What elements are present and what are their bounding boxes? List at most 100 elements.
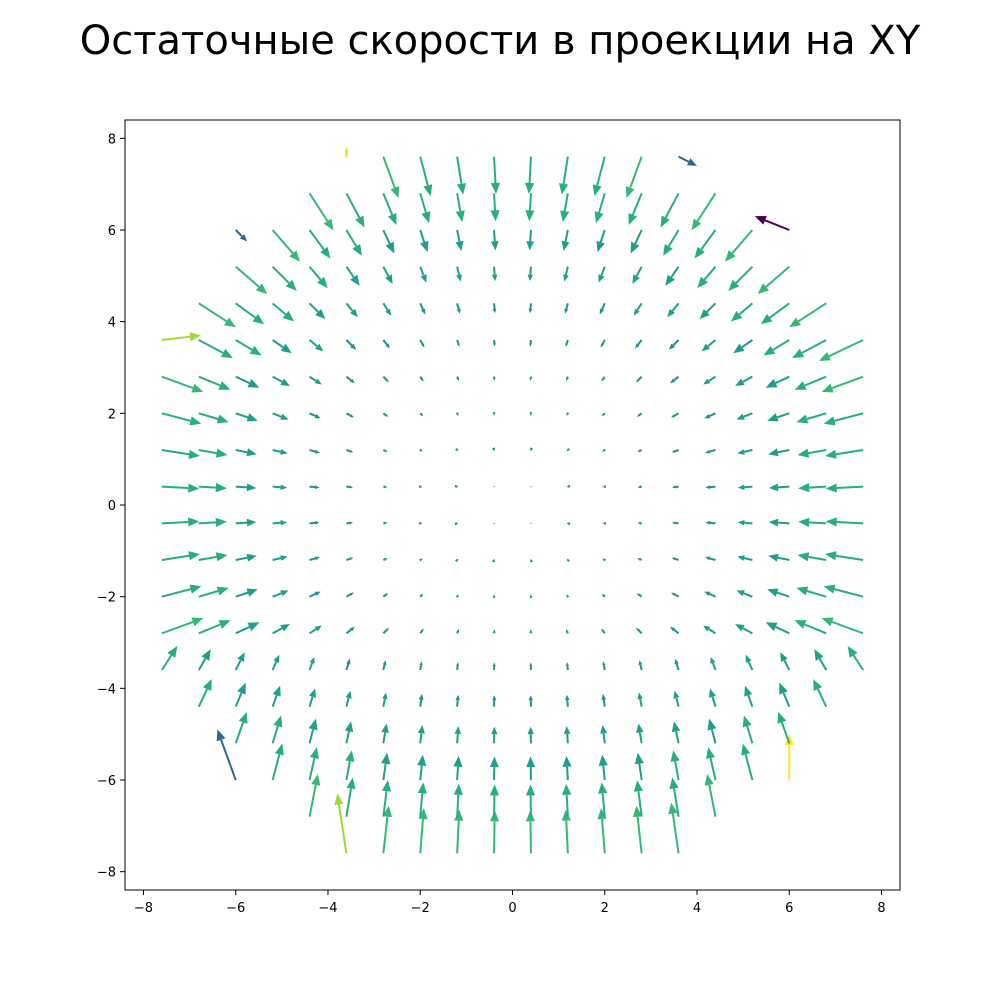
velocity-arrow xyxy=(234,682,246,708)
velocity-arrow xyxy=(490,229,499,251)
x-tick-label: 0 xyxy=(508,901,516,916)
velocity-arrow xyxy=(529,594,533,598)
velocity-arrow xyxy=(797,552,827,562)
velocity-arrow xyxy=(419,229,429,253)
velocity-arrow xyxy=(637,558,643,561)
velocity-arrow xyxy=(308,302,326,320)
velocity-arrow xyxy=(792,339,827,359)
velocity-arrow xyxy=(601,376,606,382)
velocity-arrow xyxy=(565,628,569,634)
velocity-arrow xyxy=(670,375,680,384)
velocity-arrow xyxy=(234,652,245,671)
velocity-arrow xyxy=(456,628,460,634)
velocity-arrow xyxy=(768,518,790,527)
velocity-arrow xyxy=(794,375,827,390)
velocity-arrow xyxy=(638,660,643,671)
velocity-arrow xyxy=(566,558,571,563)
velocity-arrow xyxy=(271,743,284,781)
velocity-arrow xyxy=(345,192,365,228)
velocity-arrow xyxy=(493,522,495,524)
velocity-arrow xyxy=(198,620,231,635)
velocity-arrow xyxy=(768,553,790,562)
x-tick-label: −4 xyxy=(318,901,337,916)
velocity-arrow xyxy=(492,594,496,598)
velocity-arrow xyxy=(601,628,606,634)
velocity-arrow xyxy=(670,626,680,635)
velocity-arrow xyxy=(823,412,864,426)
velocity-arrow xyxy=(600,339,606,348)
velocity-arrow xyxy=(697,266,717,289)
velocity-arrow xyxy=(526,229,535,251)
velocity-arrow xyxy=(492,695,497,707)
velocity-arrow xyxy=(308,625,322,635)
velocity-arrow xyxy=(704,774,717,817)
x-axis: −8 −6 −4 −2 0 2 4 6 8 xyxy=(134,890,886,916)
velocity-arrow xyxy=(492,662,496,671)
velocity-arrow xyxy=(345,302,358,318)
velocity-arrow xyxy=(794,620,827,635)
y-axis: −8 −6 −4 −2 0 2 4 6 8 xyxy=(97,132,125,881)
velocity-arrow xyxy=(825,517,864,527)
velocity-arrow xyxy=(707,718,717,744)
velocity-arrow xyxy=(671,557,679,561)
velocity-arrow xyxy=(637,485,642,489)
velocity-arrow xyxy=(161,584,202,598)
velocity-arrow xyxy=(381,752,391,781)
velocity-arrow xyxy=(730,302,754,322)
velocity-arrow xyxy=(628,192,643,225)
y-tick-label: −6 xyxy=(97,774,116,789)
velocity-arrow xyxy=(454,447,459,452)
velocity-arrow xyxy=(198,448,228,458)
velocity-arrow xyxy=(345,626,355,635)
velocity-arrow xyxy=(456,376,460,382)
velocity-arrow xyxy=(161,332,202,342)
velocity-arrow xyxy=(813,679,828,708)
y-tick-label: −8 xyxy=(97,866,116,881)
velocity-arrow xyxy=(527,266,534,282)
velocity-arrow xyxy=(345,339,357,350)
velocity-arrow xyxy=(784,734,794,780)
velocity-arrow xyxy=(235,518,257,527)
velocity-arrow xyxy=(563,726,571,744)
velocity-arrow xyxy=(705,485,716,490)
velocity-arrow xyxy=(765,375,790,388)
velocity-arrow xyxy=(198,302,236,328)
velocity-arrow xyxy=(671,412,680,418)
velocity-arrow xyxy=(382,229,395,254)
x-tick-label: −2 xyxy=(411,901,430,916)
velocity-arrow xyxy=(345,412,354,418)
velocity-arrow xyxy=(561,809,571,854)
velocity-arrow xyxy=(272,339,292,354)
velocity-arrow xyxy=(529,412,533,416)
velocity-arrow xyxy=(161,375,204,393)
velocity-arrow xyxy=(672,485,679,489)
velocity-arrow xyxy=(454,558,459,563)
velocity-arrow xyxy=(560,193,570,222)
velocity-arrow xyxy=(382,375,389,383)
velocity-arrow xyxy=(235,448,257,457)
velocity-arrow xyxy=(736,590,753,598)
velocity-arrow xyxy=(490,193,500,222)
velocity-arrow xyxy=(345,375,355,384)
velocity-arrow xyxy=(308,192,334,231)
velocity-arrow xyxy=(417,725,425,744)
velocity-arrow xyxy=(491,447,495,452)
velocity-arrow xyxy=(382,156,400,199)
velocity-arrow xyxy=(780,652,791,671)
velocity-arrow xyxy=(637,692,643,707)
velocity-arrow xyxy=(235,412,258,422)
y-tick-label: 0 xyxy=(108,499,116,514)
velocity-arrow xyxy=(671,721,681,744)
velocity-arrow xyxy=(271,265,297,291)
velocity-arrow xyxy=(706,747,717,781)
velocity-arrow xyxy=(382,593,389,598)
velocity-arrow xyxy=(419,156,433,197)
velocity-arrow xyxy=(797,448,827,458)
velocity-arrow xyxy=(235,302,265,325)
x-tick-label: 4 xyxy=(693,901,701,916)
velocity-arrow xyxy=(235,483,257,492)
velocity-arrow xyxy=(530,558,534,563)
velocity-arrow xyxy=(562,755,572,781)
velocity-arrow xyxy=(456,156,466,195)
velocity-arrow xyxy=(847,645,864,671)
